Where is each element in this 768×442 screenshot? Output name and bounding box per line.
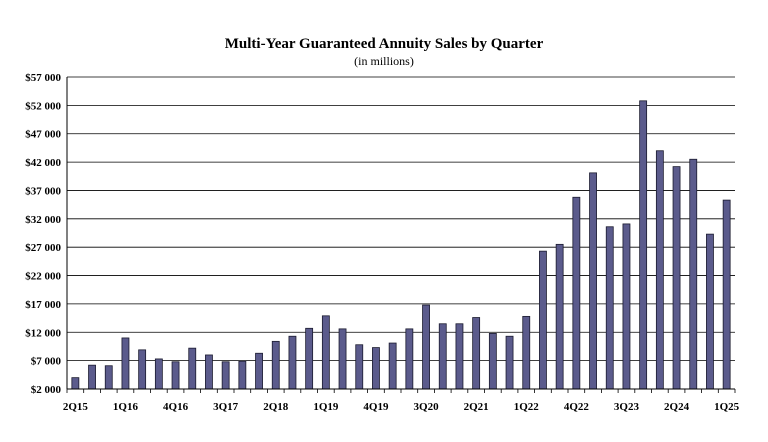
bar-1Q24 <box>655 150 664 390</box>
bar-4Q18 <box>305 327 314 390</box>
bar-2Q15 <box>71 377 80 390</box>
x-tick-label: 2Q15 <box>63 401 89 413</box>
y-tick-label: $17 000 <box>25 299 61 311</box>
x-tick-label: 4Q22 <box>564 401 590 413</box>
y-tick-label: $2 000 <box>31 384 62 396</box>
bar-4Q15 <box>104 365 113 390</box>
grid-lines <box>67 76 735 390</box>
bar-3Q24 <box>689 158 698 390</box>
y-tick-label: $52 000 <box>25 100 61 112</box>
bar-4Q21 <box>505 335 514 390</box>
bar-1Q25 <box>722 199 731 390</box>
bar-1Q17 <box>188 347 197 390</box>
bar-4Q22 <box>572 196 581 390</box>
y-tick-label: $42 000 <box>25 157 61 169</box>
bar-4Q16 <box>171 361 180 390</box>
bar-2Q23 <box>605 226 614 390</box>
bar-3Q22 <box>555 243 564 390</box>
bar-4Q19 <box>372 347 380 390</box>
bar-3Q18 <box>288 335 297 390</box>
bar-2Q16 <box>138 349 147 390</box>
bar-3Q16 <box>154 358 163 390</box>
x-tick-label: 4Q16 <box>163 401 189 413</box>
y-tick-label: $22 000 <box>25 271 61 283</box>
bar-2Q24 <box>672 166 681 390</box>
y-tick-label: $27 000 <box>25 242 61 254</box>
x-tick-label: 1Q19 <box>313 401 339 413</box>
y-tick-label: $47 000 <box>25 129 61 141</box>
bar-2Q20 <box>405 328 414 390</box>
bar-1Q23 <box>589 172 597 390</box>
bar-3Q23 <box>622 223 631 390</box>
bar-3Q15 <box>88 364 96 390</box>
bars <box>71 100 731 390</box>
bar-1Q20 <box>388 342 397 390</box>
bar-4Q23 <box>639 100 648 390</box>
bar-2Q18 <box>271 340 280 390</box>
x-tick-label: 2Q18 <box>263 401 289 413</box>
x-tick-label: 1Q25 <box>714 401 740 413</box>
bar-2Q17 <box>205 354 213 390</box>
x-tick-label: 1Q16 <box>113 401 139 413</box>
x-tick-label: 3Q23 <box>614 401 640 413</box>
bar-4Q20 <box>438 323 447 390</box>
y-tick-labels: $2 000 $7 000 $12 000 $17 000 $22 000 $27 000… <box>25 72 61 396</box>
bar-3Q21 <box>488 333 497 390</box>
bar-1Q18 <box>255 352 263 390</box>
y-tick-label: $7 000 <box>31 356 62 368</box>
y-tick-label: $12 000 <box>25 327 61 339</box>
x-tick-label: 3Q17 <box>213 401 239 413</box>
x-tick-label: 2Q21 <box>464 401 489 413</box>
x-tick-label: 1Q22 <box>514 401 540 413</box>
bar-2Q19 <box>338 328 347 390</box>
bar-1Q22 <box>522 315 531 390</box>
x-tick-label: 2Q24 <box>664 401 690 413</box>
y-tick-label: $57 000 <box>25 72 61 84</box>
x-tick-label: 4Q19 <box>363 401 389 413</box>
bar-3Q20 <box>422 304 430 390</box>
x-tick-label: 3Q20 <box>414 401 440 413</box>
y-tick-label: $32 000 <box>25 214 61 226</box>
bar-4Q17 <box>238 360 247 390</box>
chart-title: Multi-Year Guaranteed Annuity Sales by Q… <box>224 36 544 52</box>
x-tick-labels: 2Q15 1Q16 4Q16 3Q17 2Q18 1Q19 4Q19 3Q20 2Q21 1Q22… <box>63 401 740 413</box>
axes <box>66 77 736 393</box>
bar-1Q21 <box>455 323 464 390</box>
bar-2Q21 <box>472 317 481 390</box>
bar-1Q19 <box>321 315 330 390</box>
bar-2Q22 <box>539 250 547 390</box>
bar-3Q17 <box>221 361 230 390</box>
chart-subtitle: (in millions) <box>354 54 414 68</box>
bar-3Q19 <box>355 344 364 390</box>
bar-4Q24 <box>706 233 714 390</box>
y-tick-label: $37 000 <box>25 185 61 197</box>
bar-1Q16 <box>121 337 130 390</box>
